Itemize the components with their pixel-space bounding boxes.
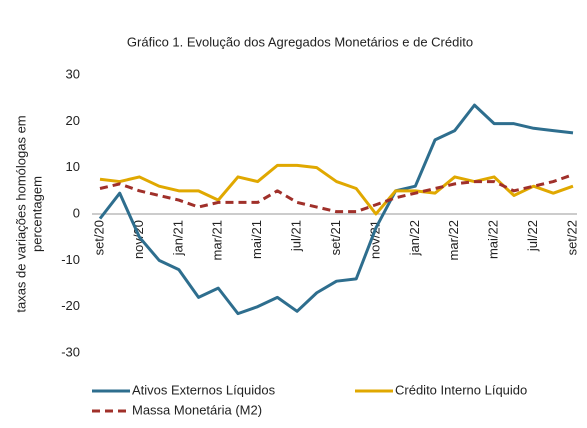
y-tick-label: -10 (61, 252, 80, 267)
y-axis-title-line: taxas de variações homólogas em (13, 115, 28, 312)
series-line (99, 173, 574, 214)
legend-label: Ativos Externos Líquidos (132, 382, 276, 397)
series-line (98, 103, 574, 316)
y-tick-label: -30 (61, 344, 80, 359)
x-tick-label: mai/22 (486, 220, 501, 259)
x-tick-label: set/21 (328, 220, 343, 255)
x-tick-label: set/20 (91, 220, 106, 255)
x-tick-label: mai/21 (249, 220, 264, 259)
x-tick-label: jul/21 (289, 220, 304, 252)
y-tick-label: 0 (73, 205, 80, 220)
x-tick-label: jul/22 (525, 220, 540, 252)
x-tick-label: set/22 (564, 220, 579, 255)
y-tick-label: 10 (66, 159, 80, 174)
y-tick-label: 20 (66, 113, 80, 128)
x-tick-label: nov/21 (367, 220, 382, 259)
chart-title: Gráfico 1. Evolução dos Agregados Monetá… (127, 34, 473, 49)
x-tick-label: mar/22 (446, 220, 461, 260)
y-tick-label: -20 (61, 298, 80, 313)
y-axis-title: taxas de variações homólogas em percenta… (13, 115, 44, 312)
legend-label: Massa Monetária (M2) (132, 402, 262, 417)
x-tick-label: jan/21 (170, 220, 185, 256)
y-axis-title-line: percentagem (29, 176, 44, 252)
x-tick-label: mar/21 (210, 220, 225, 260)
x-tick-label: jan/22 (407, 220, 422, 256)
legend-label: Crédito Interno Líquido (395, 382, 527, 397)
series-line (99, 163, 574, 216)
y-tick-label: 30 (66, 66, 80, 81)
